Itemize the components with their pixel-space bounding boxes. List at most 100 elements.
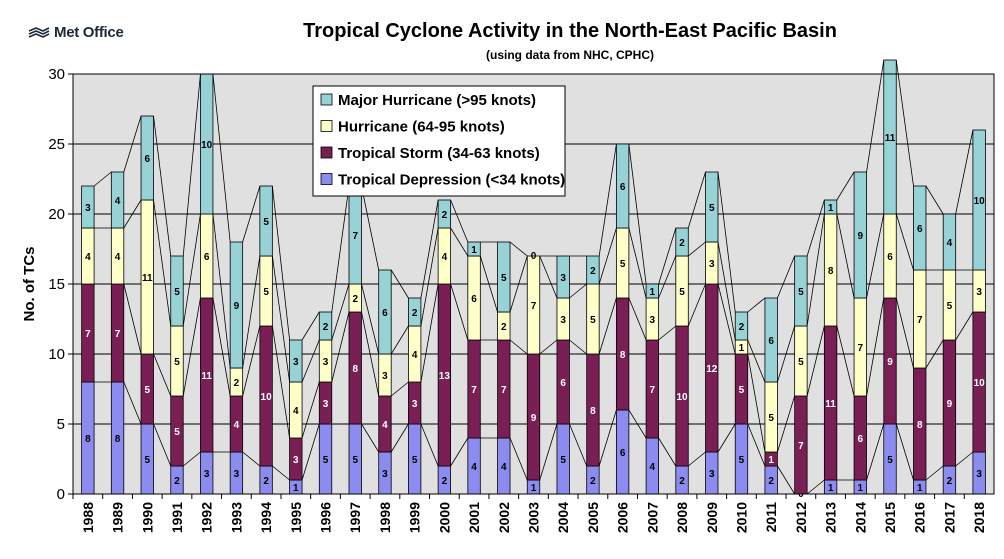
bar-segment [972, 129, 986, 271]
bar-segment [794, 255, 808, 327]
data-label: 4 [85, 252, 91, 263]
data-label: 1 [768, 455, 774, 466]
series-connector-line [539, 339, 558, 355]
data-label: 1 [828, 203, 834, 214]
series-connector-line [569, 283, 587, 299]
series-connector-line [153, 115, 172, 257]
series-connector-line [628, 227, 647, 299]
data-label: 1 [858, 483, 864, 494]
series-connector-line [123, 283, 142, 355]
series-connector-line [301, 339, 320, 383]
series-connector-line [925, 465, 944, 481]
data-label: 3 [234, 469, 240, 480]
series-connector-line [182, 73, 201, 257]
data-label: 4 [115, 252, 121, 263]
data-label: 3 [412, 399, 418, 410]
data-label: 13 [439, 371, 451, 382]
data-label: 3 [976, 469, 982, 480]
series-connector-line [450, 437, 469, 467]
series-connector-line [331, 185, 350, 313]
data-label: 2 [501, 322, 507, 333]
bar-segment [615, 143, 630, 229]
series-connector-line [153, 199, 172, 327]
x-tick-label: 1996 [318, 502, 334, 533]
legend-label: Major Hurricane (>95 knots) [338, 92, 536, 109]
series-connector-line [509, 241, 528, 257]
series-connector-line [777, 465, 795, 495]
series-connector-line [271, 255, 290, 383]
series-connector-line [628, 297, 647, 341]
x-tick-label: 1989 [110, 502, 126, 533]
legend-swatch [320, 173, 333, 185]
x-tick-label: 2016 [912, 502, 928, 533]
y-tick-label: 25 [48, 136, 65, 153]
x-tick-label: 1994 [258, 502, 274, 533]
bar-segment [467, 241, 481, 257]
data-label: 2 [442, 210, 448, 221]
bar-segment [645, 283, 659, 299]
series-connector-line [242, 185, 261, 243]
series-connector-line [420, 199, 439, 299]
data-label: 8 [115, 434, 121, 445]
data-label: 9 [947, 399, 953, 410]
legend-swatch [320, 120, 333, 132]
data-label: 5 [174, 357, 180, 368]
data-label: 2 [442, 476, 448, 487]
x-tick-label: 1999 [407, 502, 423, 533]
chart-subtitle: (using data from NHC, CPHC) [486, 48, 654, 62]
x-tick-label: 1990 [139, 502, 155, 533]
data-label: 5 [560, 455, 566, 466]
series-connector-line [271, 325, 290, 439]
series-connector-line [747, 297, 766, 313]
x-tick-label: 2002 [496, 502, 512, 533]
data-label: 8 [917, 420, 923, 431]
series-connector-line [658, 325, 677, 341]
data-label: 9 [531, 413, 537, 424]
series-connector-line [242, 325, 261, 397]
bar-segment [289, 339, 303, 383]
data-label: 6 [620, 182, 626, 193]
data-label: 11 [825, 399, 836, 410]
bar-segment [378, 269, 392, 355]
series-connector-line [747, 339, 766, 383]
data-label: 2 [679, 238, 685, 249]
data-label: 3 [560, 273, 566, 284]
data-label: 6 [858, 434, 864, 445]
data-label: 3 [323, 399, 329, 410]
series-connector-line [301, 381, 320, 439]
series-connector-line [598, 297, 617, 355]
x-tick-label: 2001 [466, 502, 482, 533]
data-label: 10 [201, 140, 213, 151]
series-connector-line [688, 241, 706, 257]
bar-segment [140, 115, 154, 201]
data-label: 5 [352, 455, 358, 466]
bar-segment [229, 241, 244, 369]
data-label: 5 [887, 455, 893, 466]
data-label: 3 [709, 469, 715, 480]
series-connector-line [509, 339, 528, 355]
bar-segment [853, 171, 867, 299]
x-tick-label: 2000 [436, 502, 452, 533]
data-label: 4 [471, 462, 477, 473]
bar-segment [497, 241, 511, 313]
data-label: 4 [947, 238, 953, 249]
legend-box [312, 85, 566, 197]
data-label: 5 [739, 385, 745, 396]
data-label: 2 [768, 476, 774, 487]
y-axis-label: No. of TCs [21, 247, 38, 322]
series-connector-line [182, 297, 201, 397]
bar-segment [734, 311, 749, 341]
series-connector-line [717, 423, 736, 453]
series-connector-line [598, 143, 617, 257]
series-connector-line [539, 255, 558, 299]
data-label: 10 [261, 392, 273, 403]
data-label: 2 [590, 476, 596, 487]
data-label: 7 [471, 385, 477, 396]
data-label: 4 [650, 462, 656, 473]
x-tick-label: 2009 [704, 502, 720, 533]
data-label: 1 [917, 483, 923, 494]
data-label: 6 [382, 308, 388, 319]
series-connector-line [806, 479, 825, 495]
series-connector-line [420, 227, 439, 327]
data-label: 2 [739, 322, 745, 333]
